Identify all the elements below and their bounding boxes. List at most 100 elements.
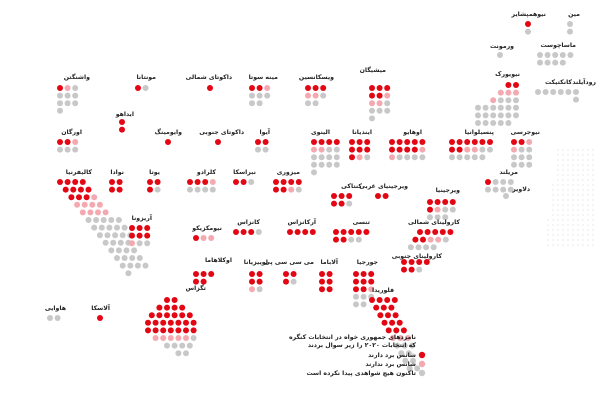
decorative-dot: [562, 154, 564, 156]
nominee-dot-gray: [262, 146, 269, 153]
nominee-dot-red: [290, 271, 297, 277]
state-label: جورجیا: [357, 259, 378, 266]
nominee-dot-red: [369, 92, 375, 99]
decorative-dot: [582, 164, 584, 166]
nominee-dot-gray: [550, 89, 557, 95]
nominee-dot-red: [249, 278, 255, 285]
nominee-dot-red: [511, 139, 517, 145]
decorative-dot: [577, 169, 579, 171]
decorative-dot: [577, 189, 579, 191]
nominee-dot-gray: [131, 247, 138, 254]
nominee-dot-red: [116, 186, 123, 193]
nominee-dot-gray: [171, 342, 178, 349]
state-group: واشنگتن: [57, 73, 90, 114]
state-group: میزوری: [273, 169, 302, 193]
state-group: کارولینای شمالی: [407, 219, 460, 251]
nominee-dot-red: [175, 327, 182, 334]
nominee-dot-gray: [573, 89, 579, 95]
nominee-dot-red: [215, 139, 221, 145]
state-label: ورمونت: [490, 43, 514, 50]
nominee-dot-gray: [415, 244, 422, 251]
nominee-dot-gray: [127, 262, 134, 269]
nominee-dot-gray: [54, 315, 61, 321]
nominee-dot-gray: [72, 100, 79, 107]
nominee-dot-gray: [346, 200, 353, 207]
nominee-dot-red: [255, 139, 261, 145]
nominee-dot-pink: [497, 89, 504, 96]
nominee-dot-red: [331, 193, 337, 199]
nominee-dot-gray: [398, 350, 405, 357]
decorative-dot: [572, 214, 574, 216]
nominee-dot-red: [464, 139, 471, 145]
decorative-dot: [572, 199, 574, 201]
nominee-dot-gray: [179, 342, 186, 349]
nominee-dot-red: [280, 179, 287, 185]
nominee-dot-red: [171, 297, 178, 303]
nominee-dot-pink: [305, 92, 311, 99]
nominee-dot-gray: [256, 286, 263, 293]
nominee-dot-gray: [186, 342, 193, 349]
nominee-dot-red: [136, 225, 143, 231]
nominee-dot-gray: [567, 52, 574, 58]
nominee-dot-red: [333, 229, 339, 235]
state-group: آریزونا: [129, 213, 153, 247]
nominee-dot-pink: [389, 335, 396, 341]
decorative-dot: [552, 229, 554, 231]
nominee-dot-gray: [449, 206, 456, 213]
nominee-dot-red: [423, 259, 430, 265]
nominee-dot-red: [190, 327, 197, 334]
decorative-dot: [567, 229, 569, 231]
nominee-dot-gray: [255, 229, 262, 235]
nominee-dot-red: [368, 278, 375, 285]
nominee-dot-red: [384, 85, 391, 91]
decorative-dot: [572, 194, 574, 196]
nominee-dot-gray: [333, 146, 340, 153]
decorative-dot: [562, 184, 564, 186]
nominee-dot-red: [256, 271, 263, 277]
nominee-dot-red: [233, 179, 239, 185]
decorative-dot: [552, 219, 554, 221]
nominee-dot-gray: [497, 120, 504, 126]
nominee-dot-red: [200, 271, 207, 277]
nominee-dot-red: [346, 193, 353, 199]
nominee-dot-red: [376, 92, 383, 99]
nominee-dot-gray: [348, 236, 355, 243]
decorative-dot: [557, 214, 559, 216]
nominee-dot-gray: [479, 154, 486, 161]
nominee-dot-red: [190, 319, 197, 326]
nominee-dot-red: [396, 319, 403, 326]
state-group: ایداهو: [115, 111, 134, 133]
nominee-dot-gray: [416, 266, 423, 273]
state-label: ماساچوست: [540, 42, 576, 49]
decorative-dot: [567, 199, 569, 201]
state-label: اورگان: [61, 128, 82, 136]
nominee-dot-gray: [164, 342, 170, 349]
decorative-dot: [592, 174, 594, 176]
nominee-dot-red: [147, 179, 153, 185]
decorative-dot: [547, 234, 549, 236]
state-group: کانکتیکت: [535, 79, 572, 95]
nominee-dot-gray: [526, 146, 533, 153]
nominee-dot-gray: [402, 357, 409, 364]
nominee-dot-gray: [503, 193, 509, 199]
decorative-dot: [587, 154, 589, 156]
nominee-dot-gray: [475, 112, 481, 119]
nominee-dot-red: [427, 199, 433, 205]
nominee-dot-gray: [505, 120, 512, 126]
decorative-dot: [577, 219, 579, 221]
decorative-dot: [562, 164, 564, 166]
decorative-dot: [562, 189, 564, 191]
nominee-dot-gray: [384, 107, 391, 114]
nominee-dot-pink: [389, 154, 395, 161]
nominee-dot-red: [202, 179, 209, 185]
state-group: کارولینای جنوبی: [392, 253, 442, 273]
nominee-dot-pink: [434, 206, 441, 213]
nominee-dot-gray: [369, 107, 375, 114]
nominee-dot-gray: [333, 161, 340, 168]
nominee-dot-gray: [318, 154, 325, 161]
state-label: ویرجینیا: [436, 187, 461, 194]
states-layer: مین نیوهمپشایر ورمونت ماساچوست نیویورک کانکتی…: [45, 11, 596, 372]
nominee-dot-gray: [360, 293, 367, 300]
state-label: نیومکزیکو: [191, 225, 222, 232]
